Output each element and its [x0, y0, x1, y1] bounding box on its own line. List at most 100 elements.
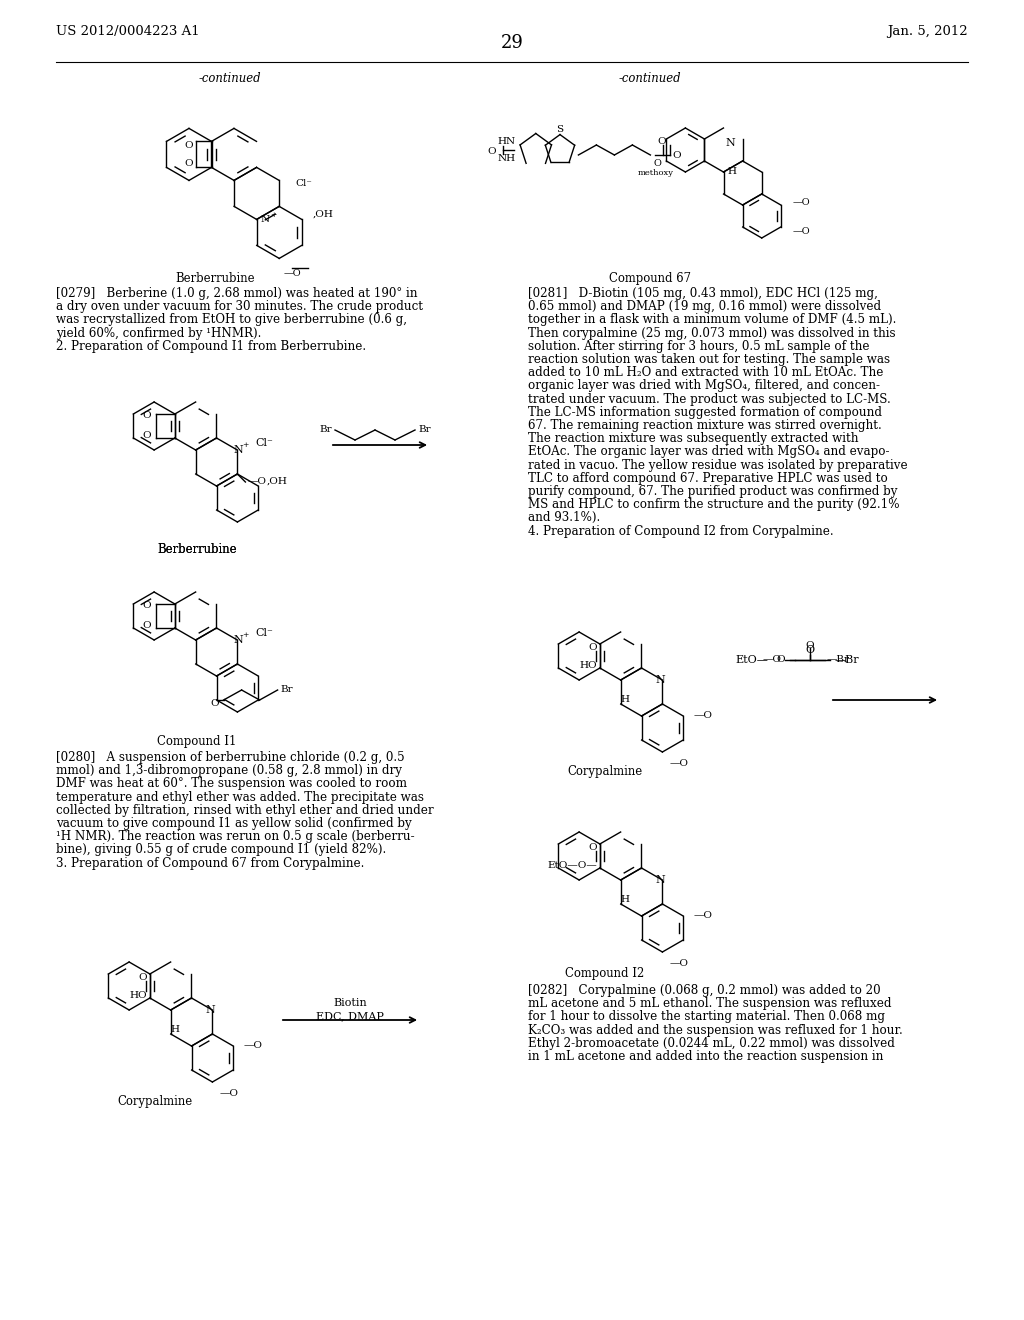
Text: +: +: [270, 211, 276, 219]
Text: HO: HO: [129, 990, 146, 999]
Text: Compound I2: Compound I2: [565, 968, 645, 979]
Text: —O: —O: [248, 478, 266, 487]
Text: —O: —O: [244, 1041, 262, 1051]
Text: 0.65 mmol) and DMAP (19 mg, 0.16 mmol) were dissolved: 0.65 mmol) and DMAP (19 mg, 0.16 mmol) w…: [528, 300, 881, 313]
Text: 3. Preparation of Compound 67 from Corypalmine.: 3. Preparation of Compound 67 from Coryp…: [56, 857, 365, 870]
Text: O: O: [673, 150, 681, 160]
Text: Berberrubine: Berberrubine: [158, 543, 237, 556]
Text: a dry oven under vacuum for 30 minutes. The crude product: a dry oven under vacuum for 30 minutes. …: [56, 300, 423, 313]
Text: Br: Br: [281, 685, 293, 694]
Text: [0282]   Corypalmine (0.068 g, 0.2 mmol) was added to 20: [0282] Corypalmine (0.068 g, 0.2 mmol) w…: [528, 983, 881, 997]
Text: +: +: [243, 441, 249, 449]
Text: —O: —O: [670, 960, 688, 969]
Text: O: O: [776, 656, 785, 664]
Text: Cl⁻: Cl⁻: [255, 438, 272, 447]
Text: ¹H NMR). The reaction was rerun on 0.5 g scale (berberru-: ¹H NMR). The reaction was rerun on 0.5 g…: [56, 830, 415, 843]
Text: N: N: [656, 675, 666, 685]
Text: O: O: [142, 432, 151, 441]
Text: Br: Br: [418, 425, 431, 434]
Text: Corypalmine: Corypalmine: [567, 766, 643, 777]
Text: vacuum to give compound I1 as yellow solid (confirmed by: vacuum to give compound I1 as yellow sol…: [56, 817, 412, 830]
Text: EtO—O—: EtO—O—: [547, 861, 597, 870]
Text: 67. The remaining reaction mixture was stirred overnight.: 67. The remaining reaction mixture was s…: [528, 418, 882, 432]
Text: O: O: [806, 640, 814, 649]
Text: —O: —O: [219, 1089, 239, 1098]
Text: for 1 hour to dissolve the starting material. Then 0.068 mg: for 1 hour to dissolve the starting mate…: [528, 1010, 885, 1023]
Text: Cl⁻: Cl⁻: [296, 178, 312, 187]
Text: H: H: [621, 895, 629, 904]
Text: Biotin: Biotin: [333, 998, 367, 1008]
Text: [0279]   Berberine (1.0 g, 2.68 mmol) was heated at 190° in: [0279] Berberine (1.0 g, 2.68 mmol) was …: [56, 286, 418, 300]
Text: N: N: [260, 215, 269, 224]
Text: Cl⁻: Cl⁻: [255, 628, 272, 638]
Text: temperature and ethyl ether was added. The precipitate was: temperature and ethyl ether was added. T…: [56, 791, 424, 804]
Text: N: N: [725, 139, 735, 148]
Text: O: O: [184, 158, 193, 168]
Text: added to 10 mL H₂O and extracted with 10 mL EtOAc. The: added to 10 mL H₂O and extracted with 10…: [528, 366, 884, 379]
Text: Br: Br: [319, 425, 332, 434]
Text: bine), giving 0.55 g of crude compound I1 (yield 82%).: bine), giving 0.55 g of crude compound I…: [56, 843, 386, 857]
Text: O: O: [142, 622, 151, 631]
Text: H: H: [170, 1024, 179, 1034]
Text: HN: HN: [498, 137, 516, 145]
Text: O: O: [142, 412, 151, 421]
Text: —O: —O: [693, 912, 713, 920]
Text: O: O: [588, 842, 597, 851]
Text: N: N: [656, 875, 666, 884]
Text: purify compound, 67. The purified product was confirmed by: purify compound, 67. The purified produc…: [528, 484, 897, 498]
Text: S: S: [556, 125, 563, 135]
Text: organic layer was dried with MgSO₄, filtered, and concen-: organic layer was dried with MgSO₄, filt…: [528, 379, 880, 392]
Text: collected by filtration, rinsed with ethyl ether and dried under: collected by filtration, rinsed with eth…: [56, 804, 433, 817]
Text: Berberrubine: Berberrubine: [158, 543, 237, 556]
Text: NH: NH: [498, 154, 516, 164]
Text: ,OH: ,OH: [313, 210, 334, 219]
Text: H: H: [621, 694, 629, 704]
Text: —O: —O: [693, 711, 713, 721]
Text: 2. Preparation of Compound I1 from Berberrubine.: 2. Preparation of Compound I1 from Berbe…: [56, 339, 367, 352]
Text: —O: —O: [793, 198, 810, 207]
Text: together in a flask with a minimum volume of DMF (4.5 mL).: together in a flask with a minimum volum…: [528, 313, 896, 326]
Text: 29: 29: [501, 34, 523, 51]
Text: O: O: [806, 645, 814, 655]
Text: and 93.1%).: and 93.1%).: [528, 511, 600, 524]
Text: Berberrubine: Berberrubine: [175, 272, 255, 285]
Text: ,OH: ,OH: [266, 477, 287, 486]
Text: H: H: [727, 168, 736, 177]
Text: US 2012/0004223 A1: US 2012/0004223 A1: [56, 25, 200, 38]
Text: Corypalmine: Corypalmine: [118, 1096, 193, 1107]
Text: EtO—: EtO—: [735, 655, 768, 665]
Text: rated in vacuo. The yellow residue was isolated by preparative: rated in vacuo. The yellow residue was i…: [528, 458, 907, 471]
Text: O: O: [184, 141, 193, 149]
Text: -continued: -continued: [199, 73, 261, 84]
Text: +: +: [243, 631, 249, 639]
Text: methoxy: methoxy: [637, 169, 674, 177]
Text: Then corypalmine (25 mg, 0.073 mmol) was dissolved in this: Then corypalmine (25 mg, 0.073 mmol) was…: [528, 326, 896, 339]
Text: trated under vacuum. The product was subjected to LC-MS.: trated under vacuum. The product was sub…: [528, 392, 891, 405]
Text: EtOAc. The organic layer was dried with MgSO₄ and evapo-: EtOAc. The organic layer was dried with …: [528, 445, 890, 458]
Text: was recrystallized from EtOH to give berberrubine (0.6 g,: was recrystallized from EtOH to give ber…: [56, 313, 407, 326]
Text: —Br: —Br: [835, 655, 859, 665]
Text: N: N: [233, 445, 243, 455]
Text: N: N: [206, 1005, 216, 1015]
Text: MS and HPLC to confirm the structure and the purity (92.1%: MS and HPLC to confirm the structure and…: [528, 498, 899, 511]
Text: The reaction mixture was subsequently extracted with: The reaction mixture was subsequently ex…: [528, 432, 858, 445]
Text: TLC to afford compound 67. Preparative HPLC was used to: TLC to afford compound 67. Preparative H…: [528, 471, 888, 484]
Text: reaction solution was taken out for testing. The sample was: reaction solution was taken out for test…: [528, 352, 890, 366]
Text: HO: HO: [580, 660, 597, 669]
Text: O: O: [142, 602, 151, 610]
Text: mmol) and 1,3-dibromopropane (0.58 g, 2.8 mmol) in dry: mmol) and 1,3-dibromopropane (0.58 g, 2.…: [56, 764, 402, 777]
Text: [0281]   D-Biotin (105 mg, 0.43 mmol), EDC HCl (125 mg,: [0281] D-Biotin (105 mg, 0.43 mmol), EDC…: [528, 286, 878, 300]
Text: solution. After stirring for 3 hours, 0.5 mL sample of the: solution. After stirring for 3 hours, 0.…: [528, 339, 869, 352]
Text: O: O: [657, 136, 666, 145]
Text: mL acetone and 5 mL ethanol. The suspension was refluxed: mL acetone and 5 mL ethanol. The suspens…: [528, 997, 892, 1010]
Text: O: O: [588, 643, 597, 652]
Text: -continued: -continued: [618, 73, 681, 84]
Text: —O: —O: [284, 269, 301, 279]
Text: DMF was heat at 60°. The suspension was cooled to room: DMF was heat at 60°. The suspension was …: [56, 777, 407, 791]
Text: Jan. 5, 2012: Jan. 5, 2012: [888, 25, 968, 38]
Text: EDC, DMAP: EDC, DMAP: [316, 1011, 384, 1020]
Text: —O: —O: [763, 656, 782, 664]
Text: Ethyl 2-bromoacetate (0.0244 mL, 0.22 mmol) was dissolved: Ethyl 2-bromoacetate (0.0244 mL, 0.22 mm…: [528, 1036, 895, 1049]
Text: Compound 67: Compound 67: [609, 272, 691, 285]
Text: O: O: [138, 973, 146, 982]
